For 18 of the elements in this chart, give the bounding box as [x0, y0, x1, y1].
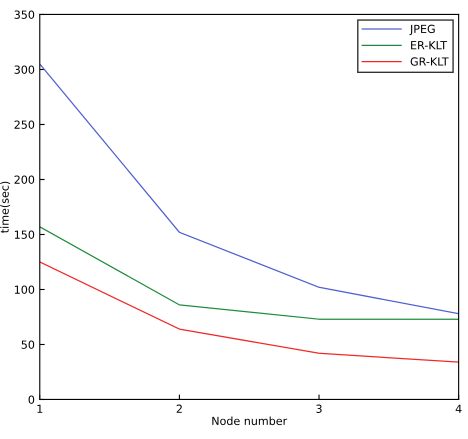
legend-label: ER-KLT [411, 41, 448, 50]
y-axis-title: time(sec) [0, 182, 10, 233]
y-tick-label: 300 [14, 65, 34, 74]
y-tick-label: 150 [14, 230, 34, 239]
line-series [40, 261, 459, 363]
y-tick-label: 50 [22, 340, 34, 349]
x-tick-label: 2 [176, 404, 182, 413]
legend-label: GR-KLT [410, 57, 449, 66]
y-tick-label: 350 [14, 10, 34, 19]
y-tick-label: 100 [14, 285, 34, 294]
x-axis-title: Node number [212, 416, 288, 426]
y-tick-label: 0 [28, 395, 34, 404]
legend-label: JPEG [409, 24, 435, 36]
y-tick-label: 250 [14, 120, 34, 129]
x-tick-label: 4 [456, 404, 462, 413]
x-tick-label: 3 [316, 404, 322, 413]
x-tick-label: 1 [37, 404, 42, 413]
y-tick-label: 200 [14, 175, 34, 184]
